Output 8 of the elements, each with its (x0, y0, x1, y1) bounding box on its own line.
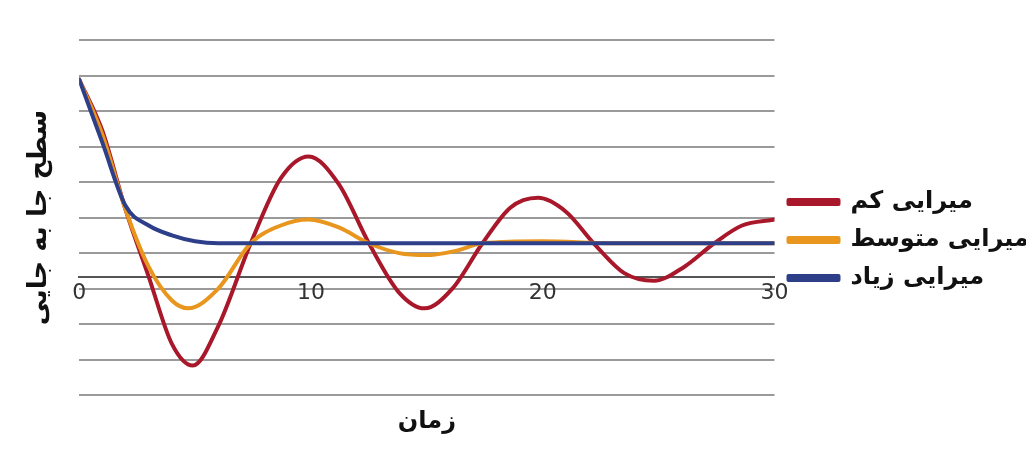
x-tick-label: 10 (296, 278, 325, 304)
x-tick-label: 20 (528, 278, 557, 304)
x-tick-label: 0 (72, 278, 87, 304)
legend-label: میرایی کم (850, 186, 973, 215)
x-tick-label: 30 (760, 278, 789, 304)
legend-label: میرایی زیاد (850, 262, 985, 291)
x-axis-title: زمان (397, 405, 456, 434)
y-axis-title: سطح جا به جایی (22, 109, 54, 326)
